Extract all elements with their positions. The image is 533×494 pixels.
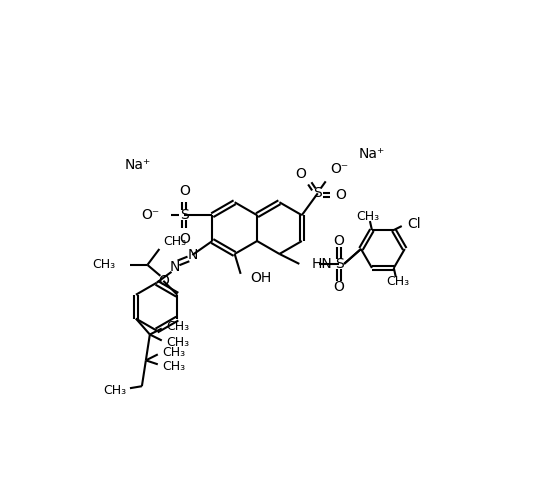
Text: N: N	[169, 260, 180, 274]
Text: CH₃: CH₃	[103, 384, 126, 397]
Text: HN: HN	[311, 257, 332, 271]
Text: S: S	[180, 208, 189, 222]
Text: CH₃: CH₃	[386, 275, 409, 288]
Text: N: N	[187, 248, 198, 262]
Text: O: O	[334, 234, 344, 248]
Text: S: S	[313, 186, 322, 200]
Text: O: O	[179, 184, 190, 198]
Text: O: O	[335, 188, 346, 202]
Text: O: O	[179, 232, 190, 246]
Text: CH₃: CH₃	[162, 360, 185, 373]
Text: O⁻: O⁻	[330, 163, 349, 176]
Text: Cl: Cl	[408, 217, 422, 231]
Text: Na⁺: Na⁺	[125, 159, 151, 172]
Text: OH: OH	[251, 271, 272, 285]
Text: CH₃: CH₃	[166, 320, 189, 333]
Text: O: O	[334, 280, 344, 294]
Text: CH₃: CH₃	[357, 209, 379, 223]
Text: O: O	[158, 274, 169, 288]
Text: Na⁺: Na⁺	[358, 147, 385, 161]
Text: CH₃: CH₃	[166, 336, 189, 349]
Text: CH₃: CH₃	[93, 258, 116, 271]
Text: O: O	[295, 167, 306, 181]
Text: O⁻: O⁻	[141, 208, 159, 222]
Text: CH₃: CH₃	[163, 235, 187, 247]
Text: S: S	[335, 257, 343, 271]
Text: CH₃: CH₃	[162, 346, 185, 359]
